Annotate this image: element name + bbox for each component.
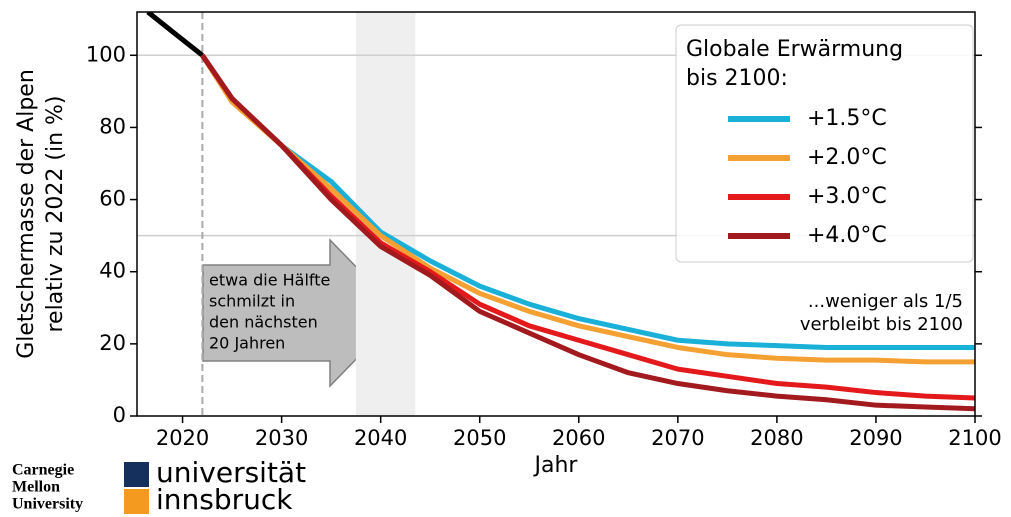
legend-title: Globale Erwärmung [686, 37, 903, 62]
logo-cmu: Carnegie [12, 462, 74, 479]
x-tick-label: 2090 [849, 426, 902, 450]
y-axis-label: Gletschermasse der Alpen [14, 69, 39, 359]
y-axis-label: relativ zu 2022 (in %) [43, 95, 68, 332]
end-annotation: ...weniger als 1/5 [808, 291, 963, 312]
y-tick-label: 0 [113, 403, 126, 427]
arrow-annotation: den nächsten [209, 313, 318, 332]
series-line [200, 53, 975, 412]
end-annotation: verbleibt bis 2100 [800, 314, 963, 335]
arrow-annotation: schmilzt in [209, 292, 295, 311]
x-tick-label: 2030 [255, 426, 308, 450]
series-line [146, 12, 204, 58]
legend-label: +2.0°C [807, 145, 887, 170]
legend-label: +3.0°C [807, 184, 887, 209]
logo-square-orange [124, 489, 149, 514]
series-line [200, 53, 975, 350]
y-tick-label: 100 [86, 42, 126, 66]
legend-box [675, 24, 974, 263]
x-tick-label: 2050 [453, 426, 506, 450]
logo-cmu: University [12, 496, 83, 513]
logo-uibk: universität [156, 456, 306, 489]
x-tick-label: 2070 [651, 426, 704, 450]
series-line [200, 53, 975, 365]
arrow-annotation: 20 Jahren [209, 334, 285, 353]
y-tick-label: 80 [99, 114, 126, 138]
x-axis-label: Jahr [533, 453, 579, 478]
x-tick-label: 2080 [750, 426, 803, 450]
y-tick-label: 40 [99, 259, 126, 283]
x-tick-label: 2040 [354, 426, 407, 450]
legend-title: bis 2100: [686, 66, 788, 91]
logo-square-blue [124, 462, 149, 487]
logo-cmu: Mellon [12, 479, 60, 496]
y-tick-label: 20 [99, 331, 126, 355]
x-tick-label: 2100 [948, 426, 1001, 450]
x-tick-label: 2060 [552, 426, 605, 450]
legend-label: +1.5°C [807, 106, 887, 131]
arrow-annotation: etwa die Hälfte [209, 271, 330, 290]
legend-label: +4.0°C [807, 223, 887, 248]
y-tick-label: 60 [99, 187, 126, 211]
logo-uibk: innsbruck [156, 483, 293, 516]
plot-frame [136, 11, 976, 417]
x-tick-label: 2020 [156, 426, 209, 450]
